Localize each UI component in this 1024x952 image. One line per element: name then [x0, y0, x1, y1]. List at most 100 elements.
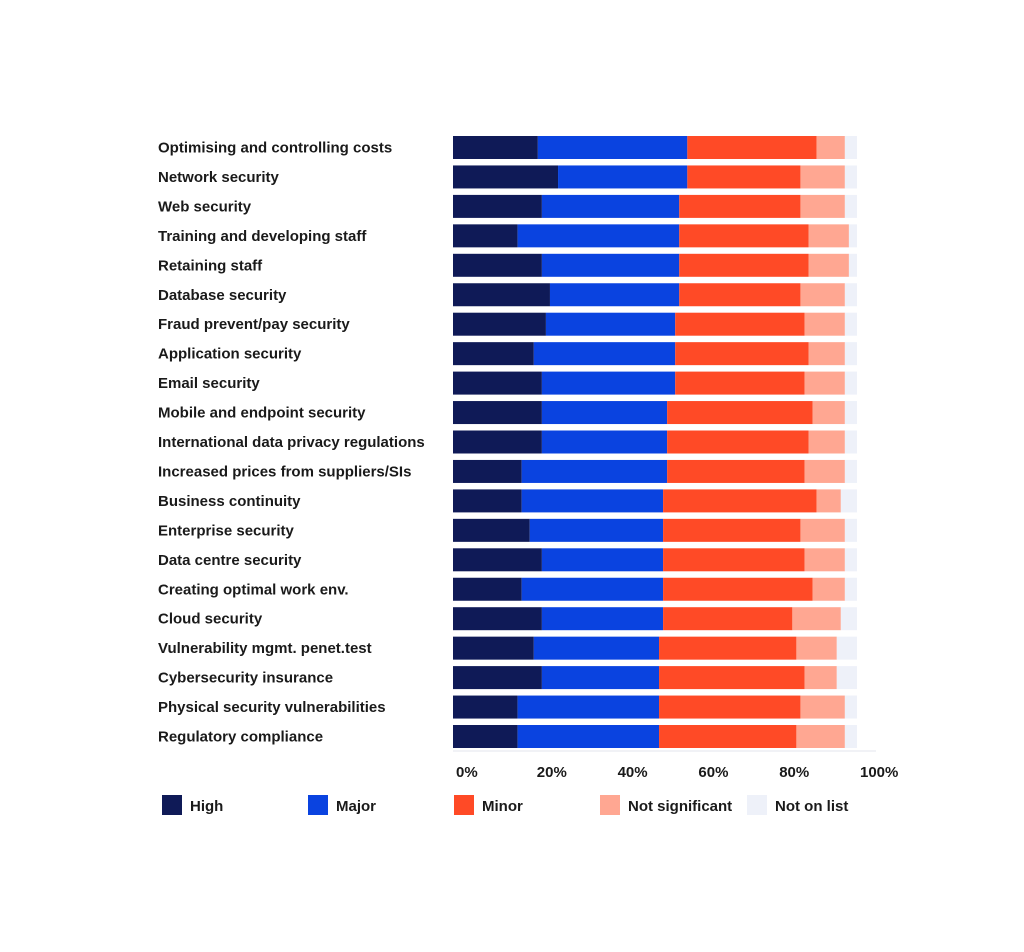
- bar-minor-fraud-prevent-pay-security: [675, 312, 805, 336]
- bar-major-fraud-prevent-pay-security: [545, 312, 676, 336]
- bar-not-significant-training-and-developing-staff: [808, 224, 849, 248]
- legend-label-minor: Minor: [482, 798, 523, 815]
- x-tick-label-40: 40%: [618, 764, 648, 781]
- x-tick-label-80: 80%: [779, 764, 809, 781]
- bar-major-enterprise-security: [529, 518, 664, 542]
- bar-not-on-list-retaining-staff: [848, 253, 857, 277]
- bar-high-retaining-staff: [453, 253, 542, 277]
- category-label-network-security: Network security: [158, 169, 280, 186]
- category-label-web-security: Web security: [158, 198, 252, 215]
- bar-high-enterprise-security: [453, 518, 530, 542]
- bar-major-increased-prices-from-suppliers-sis: [521, 459, 668, 483]
- bar-not-significant-fraud-prevent-pay-security: [804, 312, 845, 336]
- legend-swatch-high: [162, 795, 182, 815]
- bar-major-database-security: [549, 283, 680, 307]
- bar-major-retaining-staff: [541, 253, 680, 277]
- bar-major-optimising-and-controlling-costs: [537, 136, 688, 159]
- bar-not-significant-increased-prices-from-suppliers-sis: [804, 459, 845, 483]
- bar-major-application-security: [533, 342, 676, 366]
- bar-not-on-list-increased-prices-from-suppliers-sis: [844, 459, 857, 483]
- bar-high-training-and-developing-staff: [453, 224, 518, 248]
- bar-high-creating-optimal-work-env: [453, 577, 522, 601]
- bar-minor-cloud-security: [663, 607, 793, 631]
- bar-minor-increased-prices-from-suppliers-sis: [667, 459, 805, 483]
- bar-minor-network-security: [687, 165, 801, 189]
- bar-high-cybersecurity-insurance: [453, 666, 542, 690]
- bar-high-application-security: [453, 342, 534, 366]
- bar-not-significant-retaining-staff: [808, 253, 849, 277]
- bar-minor-web-security: [679, 194, 801, 218]
- bar-not-on-list-training-and-developing-staff: [848, 224, 857, 248]
- bar-major-creating-optimal-work-env: [521, 577, 664, 601]
- category-label-international-data-privacy-regulations: International data privacy regulations: [158, 434, 425, 451]
- bar-high-email-security: [453, 371, 542, 395]
- bar-major-mobile-and-endpoint-security: [541, 401, 668, 425]
- bar-not-on-list-business-continuity: [840, 489, 857, 513]
- bar-minor-database-security: [679, 283, 801, 307]
- bar-high-physical-security-vulnerabilities: [453, 695, 518, 719]
- category-label-business-continuity: Business continuity: [158, 493, 301, 510]
- bar-not-significant-regulatory-compliance: [796, 725, 845, 748]
- bar-not-significant-international-data-privacy-regulations: [808, 430, 845, 454]
- bar-minor-optimising-and-controlling-costs: [687, 136, 817, 159]
- bar-not-on-list-regulatory-compliance: [844, 725, 857, 748]
- bar-not-significant-data-centre-security: [804, 548, 845, 572]
- bar-major-vulnerability-mgmt-penet-test: [533, 636, 660, 660]
- bar-not-on-list-enterprise-security: [844, 518, 857, 542]
- bar-not-significant-business-continuity: [816, 489, 841, 513]
- bar-not-on-list-physical-security-vulnerabilities: [844, 695, 857, 719]
- bar-major-physical-security-vulnerabilities: [517, 695, 660, 719]
- bar-minor-creating-optimal-work-env: [663, 577, 813, 601]
- bar-minor-business-continuity: [663, 489, 817, 513]
- category-label-fraud-prevent-pay-security: Fraud prevent/pay security: [158, 316, 350, 333]
- bar-not-significant-cloud-security: [792, 607, 841, 631]
- bar-high-optimising-and-controlling-costs: [453, 136, 538, 159]
- bar-not-significant-cybersecurity-insurance: [804, 666, 837, 690]
- bar-high-network-security: [453, 165, 559, 189]
- bar-not-on-list-application-security: [844, 342, 857, 366]
- bar-minor-data-centre-security: [663, 548, 805, 572]
- category-label-application-security: Application security: [158, 346, 302, 363]
- bar-not-significant-email-security: [804, 371, 845, 395]
- x-tick-label-20: 20%: [537, 764, 567, 781]
- bar-minor-retaining-staff: [679, 253, 809, 277]
- bar-high-data-centre-security: [453, 548, 542, 572]
- bar-not-on-list-web-security: [844, 194, 857, 218]
- bar-major-cloud-security: [541, 607, 664, 631]
- x-tick-label-100: 100%: [860, 764, 898, 781]
- bar-not-significant-physical-security-vulnerabilities: [800, 695, 845, 719]
- legend: High Major Minor Not significant Not on list: [162, 795, 848, 815]
- x-tick-label-60: 60%: [698, 764, 728, 781]
- bar-minor-vulnerability-mgmt-penet-test: [659, 636, 797, 660]
- bar-high-vulnerability-mgmt-penet-test: [453, 636, 534, 660]
- category-labels: Optimising and controlling costs Network …: [158, 140, 425, 746]
- bar-not-on-list-network-security: [844, 165, 857, 189]
- category-label-cybersecurity-insurance: Cybersecurity insurance: [158, 670, 333, 687]
- legend-label-major: Major: [336, 798, 376, 815]
- bar-minor-regulatory-compliance: [659, 725, 797, 748]
- category-label-training-and-developing-staff: Training and developing staff: [158, 228, 367, 245]
- bar-not-on-list-international-data-privacy-regulations: [844, 430, 857, 454]
- category-label-physical-security-vulnerabilities: Physical security vulnerabilities: [158, 699, 386, 716]
- bar-high-cloud-security: [453, 607, 542, 631]
- category-label-data-centre-security: Data centre security: [158, 552, 302, 569]
- bar-not-significant-application-security: [808, 342, 845, 366]
- legend-swatch-not-on-list: [747, 795, 767, 815]
- bar-not-significant-enterprise-security: [800, 518, 845, 542]
- legend-swatch-not-significant: [600, 795, 620, 815]
- bar-not-significant-database-security: [800, 283, 845, 307]
- bar-not-on-list-cybersecurity-insurance: [836, 666, 857, 690]
- legend-swatch-major: [308, 795, 328, 815]
- bar-high-fraud-prevent-pay-security: [453, 312, 546, 336]
- bar-high-business-continuity: [453, 489, 522, 513]
- legend-swatch-minor: [454, 795, 474, 815]
- bar-not-significant-creating-optimal-work-env: [812, 577, 845, 601]
- bar-minor-mobile-and-endpoint-security: [667, 401, 813, 425]
- bar-minor-international-data-privacy-regulations: [667, 430, 809, 454]
- bar-not-on-list-fraud-prevent-pay-security: [844, 312, 857, 336]
- category-label-increased-prices-from-suppliers-sis: Increased prices from suppliers/SIs: [158, 463, 411, 480]
- bar-not-on-list-mobile-and-endpoint-security: [844, 401, 857, 425]
- category-label-cloud-security: Cloud security: [158, 611, 263, 628]
- bar-high-regulatory-compliance: [453, 725, 518, 748]
